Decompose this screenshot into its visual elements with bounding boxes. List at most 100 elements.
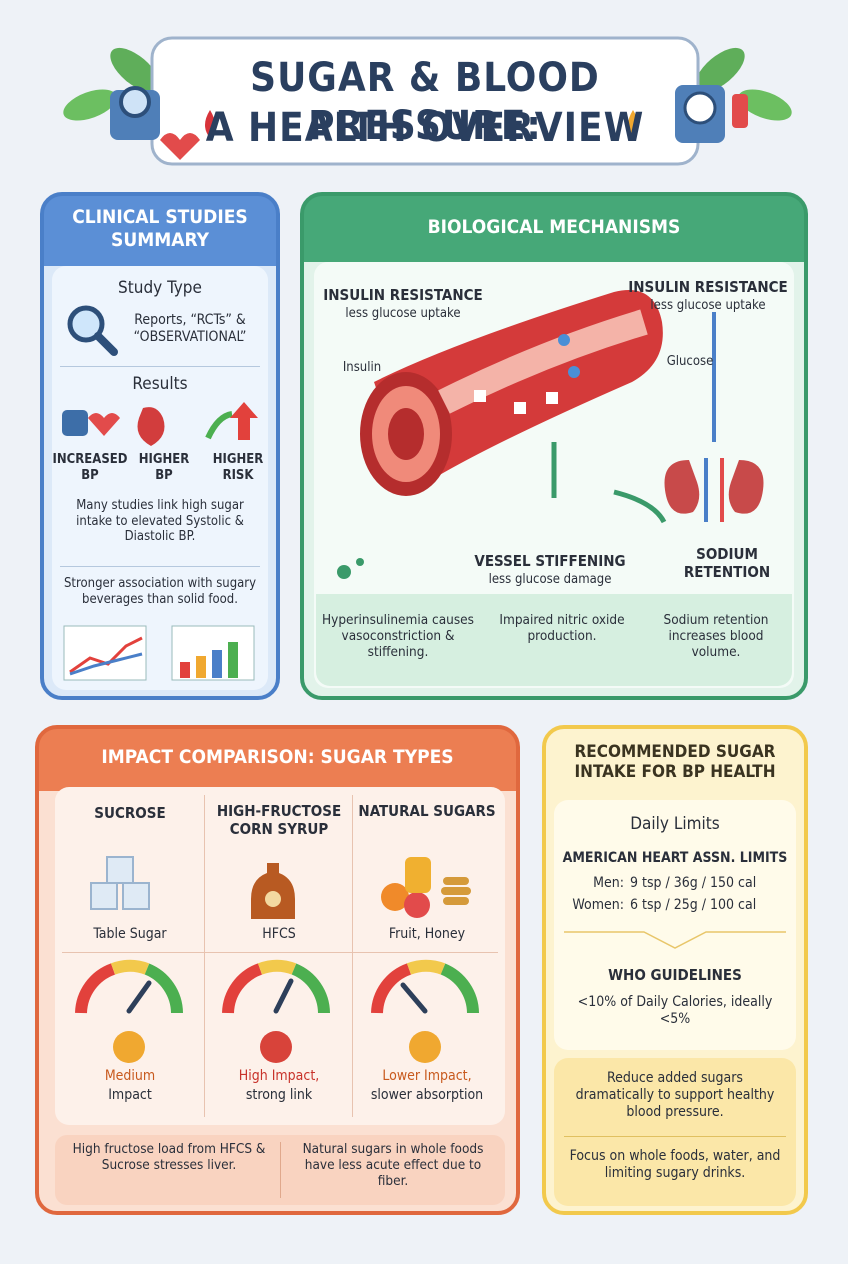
decoration	[63, 89, 117, 121]
decoration	[137, 407, 165, 446]
note: High fructose load from HFCS & Sucrose s…	[72, 1141, 266, 1174]
decoration	[568, 366, 580, 378]
heading: WHO GUIDELINES	[608, 966, 742, 984]
label: Insulin	[342, 360, 382, 375]
chart-icons	[63, 625, 255, 681]
divider	[352, 795, 353, 1117]
panel-title: CLINICAL STUDIES SUMMARY	[72, 206, 248, 251]
decoration	[514, 402, 526, 414]
title: A HEALTH OVERVIEW	[205, 105, 645, 151]
decoration	[695, 47, 745, 93]
decoration	[212, 650, 222, 678]
header-art	[63, 36, 792, 166]
decoration	[228, 642, 238, 678]
note: Stronger association with sugary beverag…	[63, 576, 257, 607]
decoration	[62, 410, 88, 436]
sugar-example: Table Sugar	[93, 926, 167, 942]
panel-title: RECOMMENDED SUGAR INTAKE FOR BP HEALTH	[574, 742, 776, 783]
impact-level: Lower Impact,	[382, 1068, 472, 1084]
panel-title: BIOLOGICAL MECHANISMS	[427, 216, 681, 238]
decoration	[356, 558, 364, 566]
decoration	[400, 982, 428, 1014]
study-type-text: Reports, “RCTs” & “OBSERVATIONAL”	[133, 312, 247, 345]
decoration	[257, 959, 297, 975]
decoration	[443, 897, 469, 905]
decoration	[119, 86, 151, 118]
decoration	[196, 656, 206, 678]
note: Impaired nitric oxide production.	[499, 612, 625, 645]
label: Women:	[572, 897, 624, 913]
decoration	[222, 963, 263, 1014]
decoration	[404, 892, 430, 918]
sugar-example: HFCS	[262, 926, 296, 942]
decoration	[180, 662, 190, 678]
decoration	[613, 489, 667, 524]
decoration	[406, 959, 446, 975]
value: 9 tsp / 36g / 150 cal	[630, 875, 757, 891]
decoration	[205, 411, 233, 440]
label: SODIUM RETENTION	[683, 545, 771, 581]
note: Sodium retention increases blood volume.	[663, 612, 769, 661]
decoration	[337, 565, 351, 579]
note: Hyperinsulinemia causes vasoconstriction…	[322, 612, 474, 661]
divider	[60, 566, 260, 567]
impact-detail: slower absorption	[370, 1087, 484, 1103]
label: less glucose uptake	[650, 298, 766, 313]
label: INSULIN RESISTANCE	[323, 286, 483, 304]
heading: Daily Limits	[630, 814, 720, 834]
title: SUGAR & BLOOD PRESSURE:	[250, 55, 600, 149]
divider	[60, 366, 260, 367]
decoration	[106, 856, 134, 884]
decoration	[94, 332, 118, 356]
impact-level: Medium	[104, 1068, 156, 1084]
heading: Study Type	[118, 278, 202, 298]
decoration	[122, 882, 150, 910]
label: VESSEL STIFFENING	[474, 552, 626, 570]
advice-box	[554, 1058, 796, 1206]
value: 6 tsp / 25g / 100 cal	[630, 897, 757, 913]
decoration	[405, 857, 431, 893]
decoration	[126, 980, 152, 1014]
decoration	[728, 460, 764, 514]
decoration	[75, 963, 116, 1014]
decoration	[381, 883, 409, 911]
decoration	[110, 959, 150, 975]
note: Natural sugars in whole foods have less …	[302, 1141, 484, 1190]
panel-title: IMPACT COMPARISON: SUGAR TYPES	[101, 746, 454, 768]
label: less glucose damage	[488, 572, 612, 587]
focus: Focus on whole foods, water, and limitin…	[569, 1148, 781, 1181]
decoration	[90, 856, 150, 910]
decoration	[409, 1031, 441, 1063]
decoration	[291, 963, 330, 1014]
divider	[280, 1142, 281, 1198]
decoration	[113, 1031, 145, 1063]
decoration	[628, 110, 638, 138]
decoration	[732, 94, 748, 128]
impact-detail: Impact	[108, 1087, 152, 1103]
impact-inner	[55, 787, 505, 1125]
decoration	[443, 877, 469, 885]
decoration	[88, 413, 120, 436]
decoration	[273, 978, 294, 1014]
sugar-name: SUCROSE	[94, 804, 166, 822]
decoration	[75, 959, 479, 1014]
decoration	[388, 408, 424, 460]
decoration	[260, 1031, 292, 1063]
decoration	[160, 133, 200, 160]
decoration	[371, 963, 412, 1014]
notes-row	[316, 594, 792, 686]
decoration	[69, 652, 143, 676]
decoration	[683, 91, 717, 125]
decoration	[441, 887, 471, 895]
decoration	[144, 963, 183, 1014]
divider	[564, 1136, 786, 1137]
result-item: HIGHER BP	[138, 452, 190, 483]
label: Glucose	[666, 354, 714, 369]
who-text: <10% of Daily Calories, ideally <5%	[577, 994, 773, 1027]
vessel-illustration	[337, 290, 764, 579]
summary: Many studies link high sugar intake to e…	[76, 498, 244, 545]
decoration	[126, 978, 428, 1014]
decoration	[205, 110, 215, 138]
